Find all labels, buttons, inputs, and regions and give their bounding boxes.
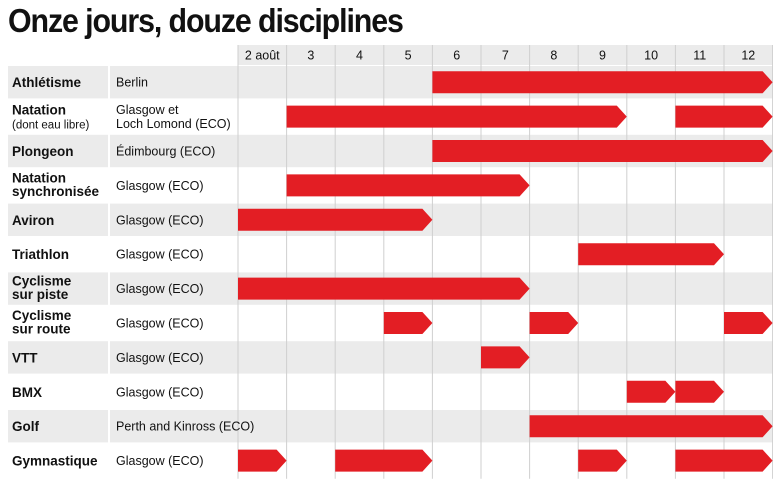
day-label: 4 (356, 49, 363, 63)
event-bar (238, 208, 433, 231)
event-bar (675, 449, 773, 472)
discipline-label: Athlétisme (12, 75, 82, 90)
location-label: Perth and Kinross (ECO) (116, 420, 254, 434)
discipline-sublabel: (dont eau libre) (12, 120, 90, 132)
location-label: Glasgow (ECO) (116, 317, 204, 331)
event-bar (238, 277, 530, 300)
event-bar (383, 312, 433, 334)
event-bar (335, 449, 433, 472)
location-label: Berlin (116, 76, 148, 90)
discipline-label: Plongeon (12, 144, 74, 159)
event-bar (529, 415, 773, 438)
event-bar (432, 140, 773, 162)
location-label: Glasgow (ECO) (116, 351, 204, 365)
location-label: Glasgow (ECO) (116, 213, 204, 227)
event-bar (626, 380, 676, 403)
location-label: Glasgow (ECO) (116, 385, 204, 399)
event-bar (675, 105, 773, 128)
header-band (238, 45, 773, 65)
location-label: Loch Lomond (ECO) (116, 117, 231, 131)
discipline-label: Aviron (12, 213, 54, 228)
event-bar (432, 71, 773, 94)
event-bar (675, 380, 724, 403)
day-label: 10 (644, 49, 658, 63)
day-label: 11 (693, 49, 706, 63)
location-label: Édimbourg (ECO) (116, 144, 215, 159)
event-bar (286, 105, 627, 128)
event-bar (529, 312, 579, 334)
discipline-label: Gymnastique (12, 454, 98, 469)
location-label: Glasgow (ECO) (116, 454, 204, 468)
discipline-label: Cyclisme (12, 274, 72, 289)
location-label: Glasgow (ECO) (116, 179, 204, 193)
discipline-label: synchronisée (12, 184, 100, 199)
event-bar (578, 449, 627, 472)
day-label: 2 août (245, 49, 280, 63)
day-label: 12 (741, 49, 755, 63)
event-bar (238, 449, 287, 472)
discipline-label: Natation (12, 103, 66, 118)
location-label: Glasgow (ECO) (116, 248, 204, 262)
discipline-label: VTT (12, 350, 38, 365)
day-label: 9 (599, 49, 606, 63)
discipline-label: sur piste (12, 287, 69, 302)
location-label: Glasgow (ECO) (116, 282, 204, 296)
discipline-label: Triathlon (12, 247, 69, 262)
day-label: 3 (307, 49, 314, 63)
event-bar (286, 174, 530, 197)
discipline-label: sur route (12, 322, 71, 337)
day-label: 5 (405, 49, 412, 63)
row-band (8, 341, 773, 374)
location-label: Glasgow et (116, 103, 179, 117)
day-label: 8 (550, 49, 557, 63)
discipline-label: Cyclisme (12, 308, 72, 323)
discipline-label: Golf (12, 419, 39, 434)
chart-title: Onze jours, douze disciplines (8, 2, 404, 39)
day-label: 7 (502, 49, 509, 63)
event-bar (481, 346, 530, 369)
event-bar (724, 312, 773, 334)
event-bar (578, 243, 724, 266)
discipline-label: Natation (12, 170, 66, 185)
day-label: 6 (453, 49, 460, 63)
discipline-label: BMX (12, 385, 42, 400)
